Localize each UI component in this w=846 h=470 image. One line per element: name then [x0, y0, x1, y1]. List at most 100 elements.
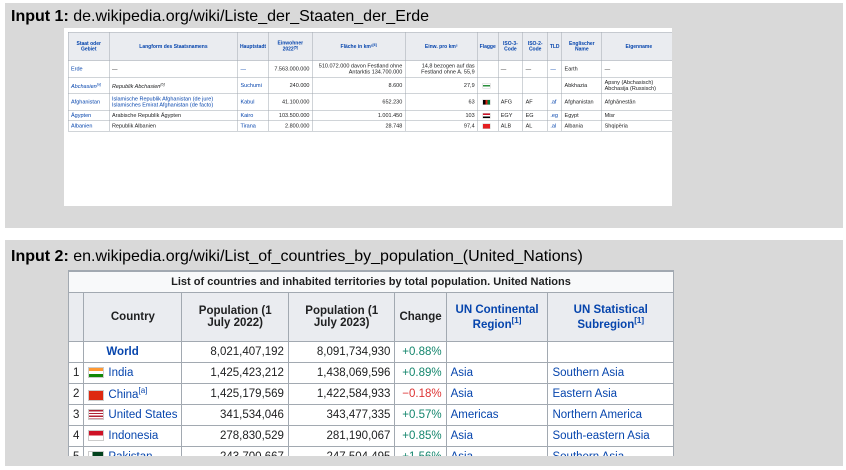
table-cell	[547, 341, 674, 363]
table-cell: +0.88%	[394, 341, 447, 363]
table-cell: 1,422,584,933	[287, 383, 396, 405]
table-cell: .al	[547, 120, 563, 132]
table-cell: 3	[68, 404, 85, 426]
cell-content: World	[106, 346, 139, 358]
url: en.wikipedia.org/wiki/List_of_countries_…	[73, 248, 583, 265]
table-cell	[497, 77, 524, 94]
cell-text: UN Continental Region	[455, 303, 539, 331]
table-cell: Egypt	[561, 110, 603, 121]
column-header: UN Continental Region[1]	[445, 292, 549, 342]
table-cell: AFG	[497, 93, 524, 111]
table-cell: Southern Asia	[547, 446, 674, 456]
column-header	[68, 292, 85, 342]
table-cell: Indonesia	[83, 425, 183, 447]
table: List of countries and inhabited territor…	[68, 271, 674, 456]
table-cell: 1,438,069,596	[287, 362, 396, 384]
table-cell: World	[83, 341, 183, 363]
table-cell: 8,021,407,192	[181, 341, 289, 363]
cell-content: India	[108, 367, 134, 379]
table: Staat oder Gebiet Langform des Staatsname…	[68, 32, 672, 132]
input-panel: Input 1: de.wikipedia.org/wiki/Liste_der…	[5, 3, 843, 228]
table-cell: Republik Abchasien[b]	[108, 77, 238, 94]
column-header: Staat oder Gebiet	[68, 32, 110, 61]
column-header: Englischer Name	[561, 32, 603, 61]
flag-icon	[88, 451, 105, 456]
flag-icon	[482, 112, 491, 119]
table-cell: AF	[522, 93, 548, 111]
table-cell: Ägypten	[68, 110, 110, 121]
table-cell: EG	[522, 110, 548, 121]
table-cell	[477, 77, 499, 94]
table-cell	[477, 110, 499, 121]
flag-icon	[482, 99, 491, 105]
table-cell: Asia	[445, 425, 549, 447]
table-cell: —	[497, 60, 524, 78]
table-cell: AL	[522, 120, 548, 132]
table-row: 5 Pakistan 243,700,667247,504,495+1.56%Asi…	[68, 446, 674, 456]
cell-text: China	[108, 389, 139, 402]
table-cell: Kairo	[237, 110, 269, 121]
table-cell: Asia	[445, 362, 549, 384]
table-cell: −0.18%	[394, 383, 447, 405]
flag-icon	[88, 409, 105, 421]
table-cell: China[a]	[83, 383, 183, 405]
table-caption: List of countries and inhabited territor…	[68, 271, 674, 292]
screenshot: List of countries and inhabited territor…	[68, 270, 674, 456]
cell-text: Einwohner 2022	[277, 40, 304, 53]
table-cell: Afghānestān	[601, 93, 672, 111]
footnote: [1]	[634, 315, 645, 325]
column-header: Eigenname	[601, 32, 672, 61]
table-row: 2 China[a] 1,425,179,569 1,422,584,933 −0.18…	[68, 383, 674, 405]
footnote: [1]	[511, 315, 522, 325]
table-cell: 1	[68, 362, 85, 384]
flag-icon	[88, 430, 105, 442]
table-cell: Asia	[445, 446, 549, 456]
input-panel: Input 2: en.wikipedia.org/wiki/List_of_c…	[5, 240, 843, 466]
table-cell: 343,477,335	[287, 404, 396, 426]
table-cell: +0.85%	[394, 425, 447, 447]
table-cell: Southern Asia	[547, 362, 674, 384]
table-row: 3 United States 341,534,046 343,477,335 +0.5…	[68, 404, 674, 426]
column-header: ISO-2-Code	[522, 32, 548, 61]
table-cell: ALB	[497, 120, 524, 132]
table-cell	[445, 341, 549, 363]
table-row: 1 India 1,425,423,212 1,438,069,596 +0.89% As…	[68, 362, 674, 384]
table-cell: —	[237, 60, 269, 78]
column-header: Einwohner 2022[5]	[268, 32, 313, 61]
input-label: Input 1: de.wikipedia.org/wiki/Liste_der…	[11, 8, 429, 26]
table-cell: Abkhazia	[561, 77, 603, 94]
table-cell: Americas	[445, 404, 549, 426]
table-cell: 510.072.000 davon Festland ohne Antarkti…	[311, 60, 406, 78]
table-cell: —	[547, 60, 563, 78]
table-cell: Islamische Republik Afghanistan (de jure…	[108, 93, 238, 111]
table-row: Afghanistan Islamische Republik Afghanist…	[68, 93, 672, 111]
table-cell: 1.001.450	[311, 110, 406, 121]
table-cell: 4	[68, 425, 85, 447]
table-cell: 103	[404, 110, 478, 121]
input-number: Input 1:	[11, 8, 69, 25]
footnote: [a]	[138, 386, 148, 396]
table-cell: India	[83, 362, 183, 384]
flag-icon	[482, 123, 491, 129]
table-cell	[477, 60, 499, 78]
column-header: Population (1 July 2022)	[181, 292, 289, 342]
table-cell	[522, 77, 548, 94]
table-cell: Asia	[445, 383, 549, 405]
table-cell: 14,8 bezogen auf das Festland ohne A. 55…	[404, 60, 478, 78]
flag-icon	[88, 389, 105, 401]
table-cell: 652.230	[311, 93, 406, 111]
table-cell: +0.89%	[394, 362, 447, 384]
cell-content: Pakistan	[108, 451, 152, 456]
cell-content: Indonesia	[108, 430, 159, 442]
table-row: 4 Indonesia 278,830,529 281,190,067 +0.85% As…	[68, 425, 674, 447]
table-cell: 5	[68, 446, 85, 456]
table-cell: +1.56%	[394, 446, 447, 456]
table-cell: 281,190,067	[287, 425, 396, 447]
flag-icon	[88, 367, 105, 379]
table-cell: Shqipëria	[601, 120, 672, 132]
url: de.wikipedia.org/wiki/Liste_der_Staaten_…	[73, 8, 429, 25]
column-header: Flagge	[477, 32, 499, 61]
table-row: World 8,021,407,192 8,091,734,930 +0.88%	[68, 341, 674, 363]
header-row: Country Population (1 July 2022) Populatio…	[68, 292, 674, 342]
